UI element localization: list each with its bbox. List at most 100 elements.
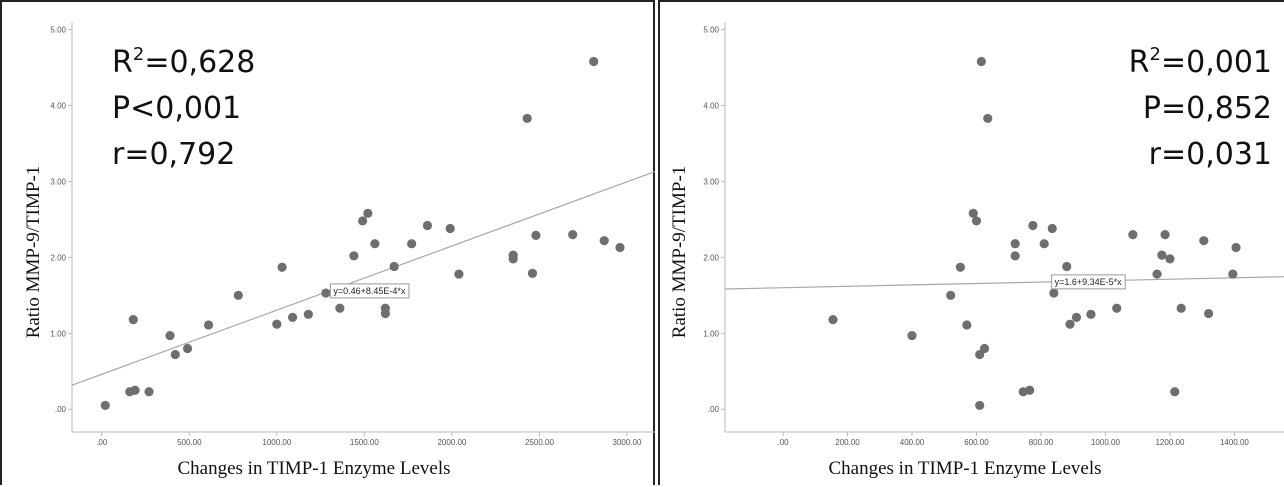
data-point	[1065, 319, 1075, 329]
data-point	[1049, 288, 1059, 298]
y-tick-label: 3.00	[50, 177, 66, 186]
data-point	[100, 400, 110, 411]
y-tick-label: 4.00	[50, 102, 66, 111]
data-point	[130, 385, 140, 395]
data-point	[975, 400, 985, 411]
x-tick-label: 2000.00	[437, 438, 466, 447]
scatter-chart-right: .00 1.00 2.00 3.00 4.00 5.00 .00 200.00 400.00 60…	[669, 22, 1284, 479]
fit-equation-box	[1051, 274, 1126, 290]
data-point	[1160, 229, 1170, 240]
x-tick-label: 800.00	[1029, 438, 1054, 447]
data-point	[1086, 309, 1096, 319]
data-point	[349, 251, 359, 261]
data-point	[1128, 229, 1138, 240]
x-tick-label: 3000.00	[613, 438, 642, 447]
data-point	[165, 330, 175, 341]
stat-text: R2=0,001	[1129, 44, 1272, 80]
data-point	[527, 268, 538, 278]
data-point	[1112, 303, 1122, 313]
data-point	[1028, 220, 1038, 231]
x-tick-label: 1000.00	[1091, 438, 1120, 447]
stat-text: r=0,031	[1149, 137, 1272, 172]
data-point	[1062, 261, 1072, 272]
y-tick-label: 4.00	[703, 102, 719, 111]
data-point	[615, 242, 625, 253]
y-tick-label: 1.00	[50, 329, 66, 338]
data-point	[1152, 269, 1162, 279]
stat-text: P=0,852	[1143, 91, 1272, 126]
x-tick-label: 1500.00	[350, 438, 379, 447]
x-tick-label: 400.00	[900, 438, 925, 447]
x-tick-label: 1400.00	[1220, 438, 1249, 447]
data-point	[1039, 239, 1049, 249]
data-point	[983, 113, 993, 124]
data-point	[422, 220, 433, 231]
y-axis-title: Ratio MMP-9/TIMP-1	[669, 166, 690, 339]
data-point	[370, 239, 380, 249]
data-point	[287, 312, 298, 322]
x-tick-label: .00	[96, 438, 108, 447]
x-tick-label: 1000.00	[262, 438, 291, 447]
fit-equation-label: y=1.6+9.34E-5*x	[1055, 277, 1123, 287]
data-point	[508, 254, 518, 264]
x-tick-label: 500.00	[177, 438, 202, 447]
data-point	[1199, 236, 1209, 246]
data-point	[1165, 254, 1175, 264]
data-point	[962, 320, 972, 330]
data-point	[335, 303, 345, 313]
y-tick-label: .00	[55, 405, 67, 414]
x-axis-title: Changes in TIMP-1 Enzyme Levels	[178, 458, 451, 479]
scatter-panel-left: .00 1.00 2.00 3.00 4.00 5.00 .00 500.00 1000.00 1…	[0, 0, 656, 485]
data-point	[1047, 223, 1057, 234]
data-point	[976, 56, 986, 67]
data-point	[955, 262, 965, 272]
data-point	[946, 290, 956, 300]
data-point	[979, 343, 990, 354]
data-point	[389, 261, 399, 272]
y-axis-title: Ratio MMP-9/TIMP-1	[23, 166, 44, 339]
y-tick-label: 3.00	[703, 177, 719, 186]
data-point	[968, 208, 978, 218]
data-point	[828, 315, 838, 325]
data-point	[568, 229, 578, 240]
data-point	[128, 315, 138, 325]
data-point	[407, 239, 417, 249]
data-point	[380, 308, 390, 319]
data-point	[182, 343, 193, 354]
regression-line	[71, 170, 656, 386]
y-tick-label: 1.00	[703, 329, 719, 338]
data-point	[1025, 385, 1035, 395]
x-tick-label: 1200.00	[1155, 438, 1184, 447]
data-point	[907, 330, 917, 341]
stat-text: r=0,792	[112, 137, 235, 172]
data-point	[522, 113, 532, 124]
data-point	[272, 319, 282, 329]
scatter-chart-left: .00 1.00 2.00 3.00 4.00 5.00 .00 500.00 1000.00 1…	[23, 22, 656, 479]
data-point	[971, 216, 982, 226]
data-point	[1204, 308, 1214, 319]
y-tick-label: 5.00	[703, 26, 719, 35]
data-point	[303, 309, 313, 319]
x-axis-title: Changes in TIMP-1 Enzyme Levels	[829, 458, 1102, 479]
data-point	[1231, 242, 1241, 253]
data-point	[1010, 251, 1020, 261]
data-point	[321, 288, 331, 298]
regression-line	[724, 276, 1284, 290]
data-point	[358, 216, 368, 226]
data-point	[144, 387, 154, 397]
data-point	[170, 349, 180, 360]
data-point	[203, 320, 214, 330]
fit-equation-box	[329, 283, 410, 299]
data-point	[1228, 269, 1238, 279]
data-point	[454, 269, 464, 279]
data-point	[1176, 303, 1186, 313]
data-point	[1010, 239, 1020, 249]
data-point	[277, 262, 287, 272]
data-point	[1071, 312, 1082, 322]
data-point	[1170, 387, 1180, 397]
y-tick-label: .00	[708, 405, 720, 414]
stat-text: R2=0,628	[112, 44, 255, 80]
fit-equation-label: y=0.46+8.45E-4*x	[333, 286, 406, 296]
data-point	[531, 230, 541, 240]
x-tick-label: 200.00	[835, 438, 860, 447]
